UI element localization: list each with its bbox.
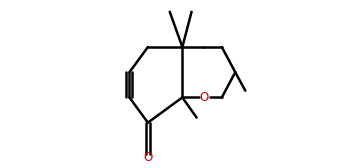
Text: O: O [200, 91, 209, 104]
Text: O: O [143, 151, 152, 164]
